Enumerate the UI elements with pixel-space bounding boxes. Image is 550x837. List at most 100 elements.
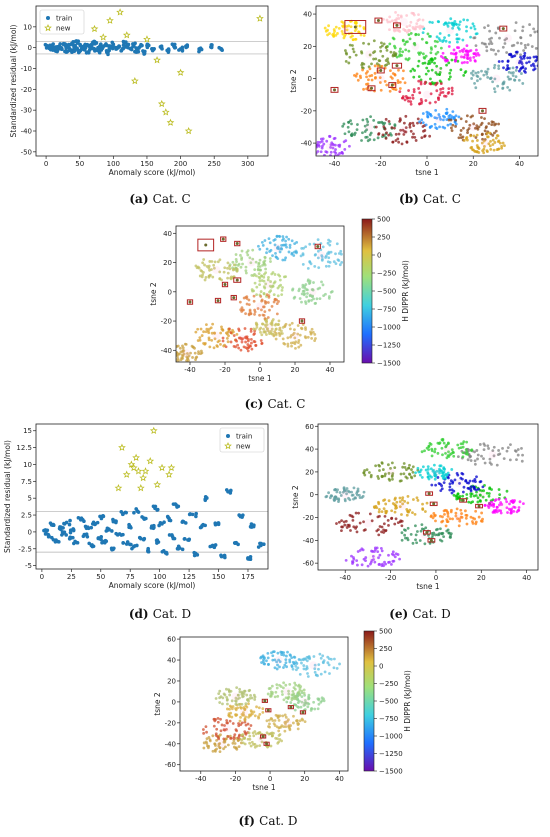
- cluster-point: [480, 121, 484, 125]
- cluster-point: [497, 449, 500, 452]
- cluster-point: [418, 102, 421, 106]
- cluster-point: [259, 339, 263, 342]
- cluster-point: [211, 275, 215, 279]
- cluster-point: [462, 139, 466, 142]
- y-tick-label: 0: [28, 528, 32, 536]
- cluster-point: [198, 336, 202, 340]
- cluster: [429, 507, 484, 528]
- cluster-point: [450, 491, 454, 495]
- highlight-box: [260, 734, 267, 739]
- train-point: [114, 531, 118, 536]
- cluster-point: [226, 340, 230, 344]
- cluster-point: [263, 662, 267, 666]
- cluster-point: [441, 125, 445, 129]
- new-point: [161, 108, 170, 116]
- cluster-point: [342, 122, 346, 126]
- highlight-box: [459, 498, 468, 503]
- cluster-point: [398, 50, 402, 53]
- cluster-point: [306, 292, 309, 295]
- cluster-point: [393, 124, 397, 128]
- y-tick-label: -20: [165, 719, 176, 727]
- cluster-point: [291, 667, 295, 671]
- cluster-point: [287, 724, 291, 728]
- cluster-point: [394, 10, 397, 14]
- cluster-point: [513, 29, 517, 33]
- caption-label: (c): [245, 397, 268, 411]
- highlighted-point: [425, 530, 429, 534]
- cluster-point: [450, 468, 454, 471]
- cluster-point: [438, 32, 442, 35]
- highlight-box: [330, 86, 339, 93]
- cluster-point: [226, 276, 230, 280]
- cluster-point: [415, 541, 419, 545]
- highlighted-point: [395, 64, 399, 68]
- x-tick-label: 0: [44, 160, 48, 168]
- cluster-point: [278, 334, 282, 337]
- cluster: [344, 39, 398, 70]
- cluster-point: [319, 656, 323, 660]
- y-tick-label: -20: [21, 86, 32, 94]
- colorbar-gradient: [363, 630, 375, 772]
- cluster-point: [469, 35, 472, 39]
- cluster-point: [306, 675, 310, 678]
- cluster-point: [390, 126, 394, 129]
- cluster-point: [441, 51, 445, 55]
- cluster-point: [279, 685, 283, 688]
- cluster-point: [454, 514, 458, 518]
- cluster-point: [343, 147, 347, 151]
- cluster-point: [232, 263, 236, 267]
- train-point: [87, 541, 91, 546]
- highlight-box: [287, 705, 294, 710]
- cluster-point: [501, 141, 505, 145]
- cluster-point: [416, 498, 420, 502]
- highlight-box: [197, 238, 215, 252]
- cluster-point: [437, 73, 441, 76]
- cluster-point: [391, 140, 395, 144]
- cluster-point: [439, 82, 443, 86]
- cluster-point: [412, 132, 415, 136]
- highlight-box: [186, 299, 194, 305]
- cluster: [470, 63, 525, 94]
- cluster-point: [377, 477, 380, 480]
- cluster-point: [333, 154, 337, 156]
- cluster-point: [415, 496, 419, 500]
- cluster-point: [296, 723, 300, 727]
- cluster-point: [358, 493, 361, 497]
- cluster-point: [474, 509, 478, 513]
- cluster-point: [235, 746, 238, 750]
- train-point: [84, 51, 89, 55]
- cluster-point: [326, 33, 329, 37]
- train-point: [124, 510, 129, 515]
- cluster-point: [387, 499, 391, 503]
- cluster-point: [266, 656, 270, 660]
- cluster-point: [387, 133, 391, 137]
- cluster-point: [414, 471, 417, 475]
- cluster-point: [345, 492, 348, 496]
- cluster-point: [409, 32, 413, 35]
- cluster-point: [450, 58, 454, 62]
- cluster-point: [189, 351, 192, 355]
- cluster-point: [176, 351, 178, 355]
- cluster-point: [246, 343, 250, 346]
- panel-caption: (e) Cat. D: [389, 607, 451, 621]
- cluster-point: [412, 75, 416, 79]
- cluster-point: [417, 79, 421, 83]
- train-point: [124, 40, 128, 44]
- cluster-point: [281, 258, 285, 262]
- highlight-box: [376, 67, 385, 74]
- train-point: [68, 530, 73, 535]
- colorbar-tick-label: −1500: [379, 768, 403, 776]
- cluster-point: [442, 38, 446, 42]
- cluster-point: [285, 245, 288, 249]
- cluster-point: [427, 533, 430, 537]
- cluster-point: [421, 31, 425, 35]
- cluster-point: [447, 450, 450, 454]
- x-tick-label: -40: [195, 775, 206, 783]
- train-point: [76, 40, 80, 45]
- cluster-point: [244, 340, 248, 344]
- cluster-point: [334, 252, 337, 256]
- cluster: [439, 44, 481, 65]
- cluster-point: [381, 468, 385, 471]
- cluster-point: [313, 332, 317, 336]
- cluster-point: [258, 247, 262, 251]
